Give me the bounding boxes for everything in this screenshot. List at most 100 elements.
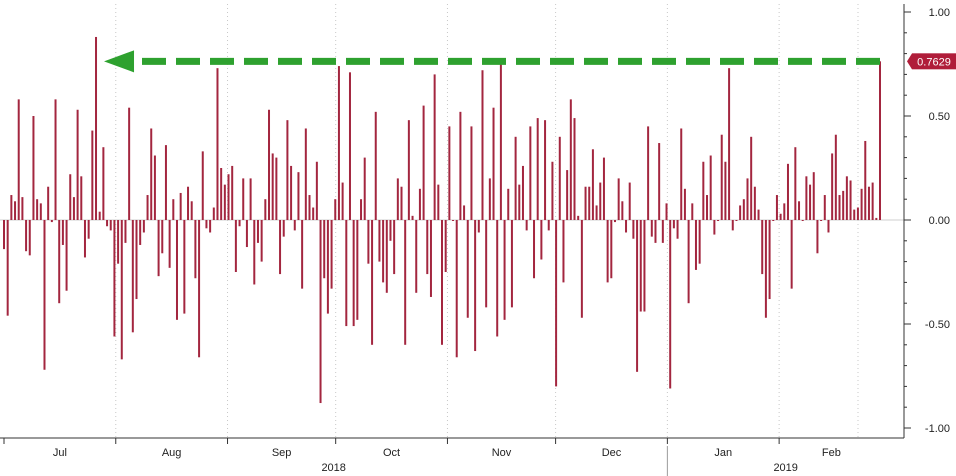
bar bbox=[190, 201, 193, 220]
last-value-badge bbox=[912, 53, 956, 70]
bar bbox=[76, 109, 79, 220]
bar bbox=[632, 220, 635, 239]
bar bbox=[286, 120, 289, 220]
bar bbox=[146, 195, 149, 220]
bar bbox=[544, 120, 547, 220]
bar bbox=[617, 178, 620, 220]
bar bbox=[6, 220, 9, 316]
bar bbox=[842, 190, 845, 220]
bar bbox=[131, 220, 134, 333]
bar bbox=[87, 220, 90, 239]
bar bbox=[260, 220, 263, 262]
last-value-badge-pointer bbox=[907, 53, 912, 70]
bar bbox=[845, 176, 848, 220]
bar bbox=[441, 220, 443, 345]
bar bbox=[496, 220, 499, 337]
bar bbox=[352, 220, 355, 327]
x-year-label: 2019 bbox=[773, 462, 797, 474]
bar bbox=[625, 220, 628, 233]
bar bbox=[83, 220, 86, 258]
bar bbox=[864, 140, 867, 220]
bar bbox=[731, 220, 734, 231]
bar bbox=[220, 168, 223, 220]
bar bbox=[198, 220, 201, 358]
y-tick-label: 1.00 bbox=[929, 7, 950, 19]
bar bbox=[363, 157, 366, 220]
bar bbox=[91, 130, 94, 220]
bar bbox=[279, 220, 282, 275]
bar bbox=[242, 178, 245, 220]
bar bbox=[389, 220, 392, 241]
bar bbox=[753, 186, 756, 220]
bar bbox=[639, 220, 642, 312]
y-axis: -1.00 -0.50 0.00 0.50 1.00 0.7629 bbox=[903, 4, 956, 438]
bar bbox=[290, 165, 293, 220]
bar bbox=[783, 203, 786, 220]
bar bbox=[179, 192, 182, 220]
bar bbox=[875, 217, 878, 220]
bar bbox=[779, 213, 782, 220]
bar bbox=[658, 143, 661, 220]
bar bbox=[268, 109, 271, 220]
bar bbox=[636, 220, 639, 372]
bar bbox=[823, 195, 826, 220]
bar bbox=[47, 186, 50, 220]
bar bbox=[426, 220, 429, 275]
bar bbox=[871, 182, 874, 220]
bar bbox=[135, 220, 138, 300]
bar bbox=[477, 220, 480, 233]
bar bbox=[231, 165, 234, 220]
bar bbox=[334, 199, 337, 220]
bar bbox=[187, 186, 190, 220]
bar bbox=[371, 220, 374, 345]
bar bbox=[452, 220, 455, 221]
bar bbox=[577, 215, 580, 220]
bar bbox=[728, 68, 731, 220]
bar bbox=[459, 111, 462, 220]
bar bbox=[661, 220, 664, 243]
bar bbox=[297, 172, 300, 220]
bar bbox=[798, 201, 801, 220]
bar bbox=[128, 107, 131, 220]
bar bbox=[654, 220, 657, 243]
bar bbox=[315, 161, 318, 220]
bar bbox=[507, 188, 510, 220]
x-month-label: Sep bbox=[272, 447, 292, 459]
bar bbox=[860, 188, 863, 220]
bar bbox=[61, 220, 64, 245]
bar bbox=[393, 220, 396, 275]
bar bbox=[610, 220, 613, 279]
bar bbox=[32, 116, 35, 220]
x-axis: Jul Aug Sep Oct Nov Dec Jan Feb 2018 2019 bbox=[0, 437, 904, 476]
bar bbox=[455, 220, 458, 358]
bar bbox=[768, 220, 771, 300]
bar bbox=[102, 147, 105, 220]
bar bbox=[249, 178, 252, 220]
bar bbox=[474, 220, 477, 352]
bar bbox=[326, 220, 329, 314]
bar bbox=[245, 220, 248, 248]
bar bbox=[764, 220, 767, 318]
bar bbox=[533, 220, 536, 279]
bar bbox=[360, 199, 363, 220]
bar bbox=[95, 36, 98, 221]
bar bbox=[404, 220, 407, 345]
bar bbox=[205, 220, 208, 229]
bar bbox=[348, 72, 351, 220]
bar bbox=[308, 195, 311, 220]
bar bbox=[812, 172, 815, 220]
bar bbox=[602, 157, 605, 220]
bar bbox=[14, 201, 17, 220]
last-value-label: 0.7629 bbox=[917, 56, 951, 68]
bar bbox=[643, 220, 646, 312]
bar bbox=[713, 220, 716, 235]
bar bbox=[54, 99, 57, 220]
annotation-layer bbox=[104, 50, 880, 73]
x-year-label: 2018 bbox=[321, 462, 345, 474]
bar bbox=[183, 220, 186, 314]
bar bbox=[691, 203, 694, 220]
bar bbox=[510, 220, 513, 308]
bar bbox=[566, 170, 569, 220]
bar bbox=[175, 220, 178, 320]
